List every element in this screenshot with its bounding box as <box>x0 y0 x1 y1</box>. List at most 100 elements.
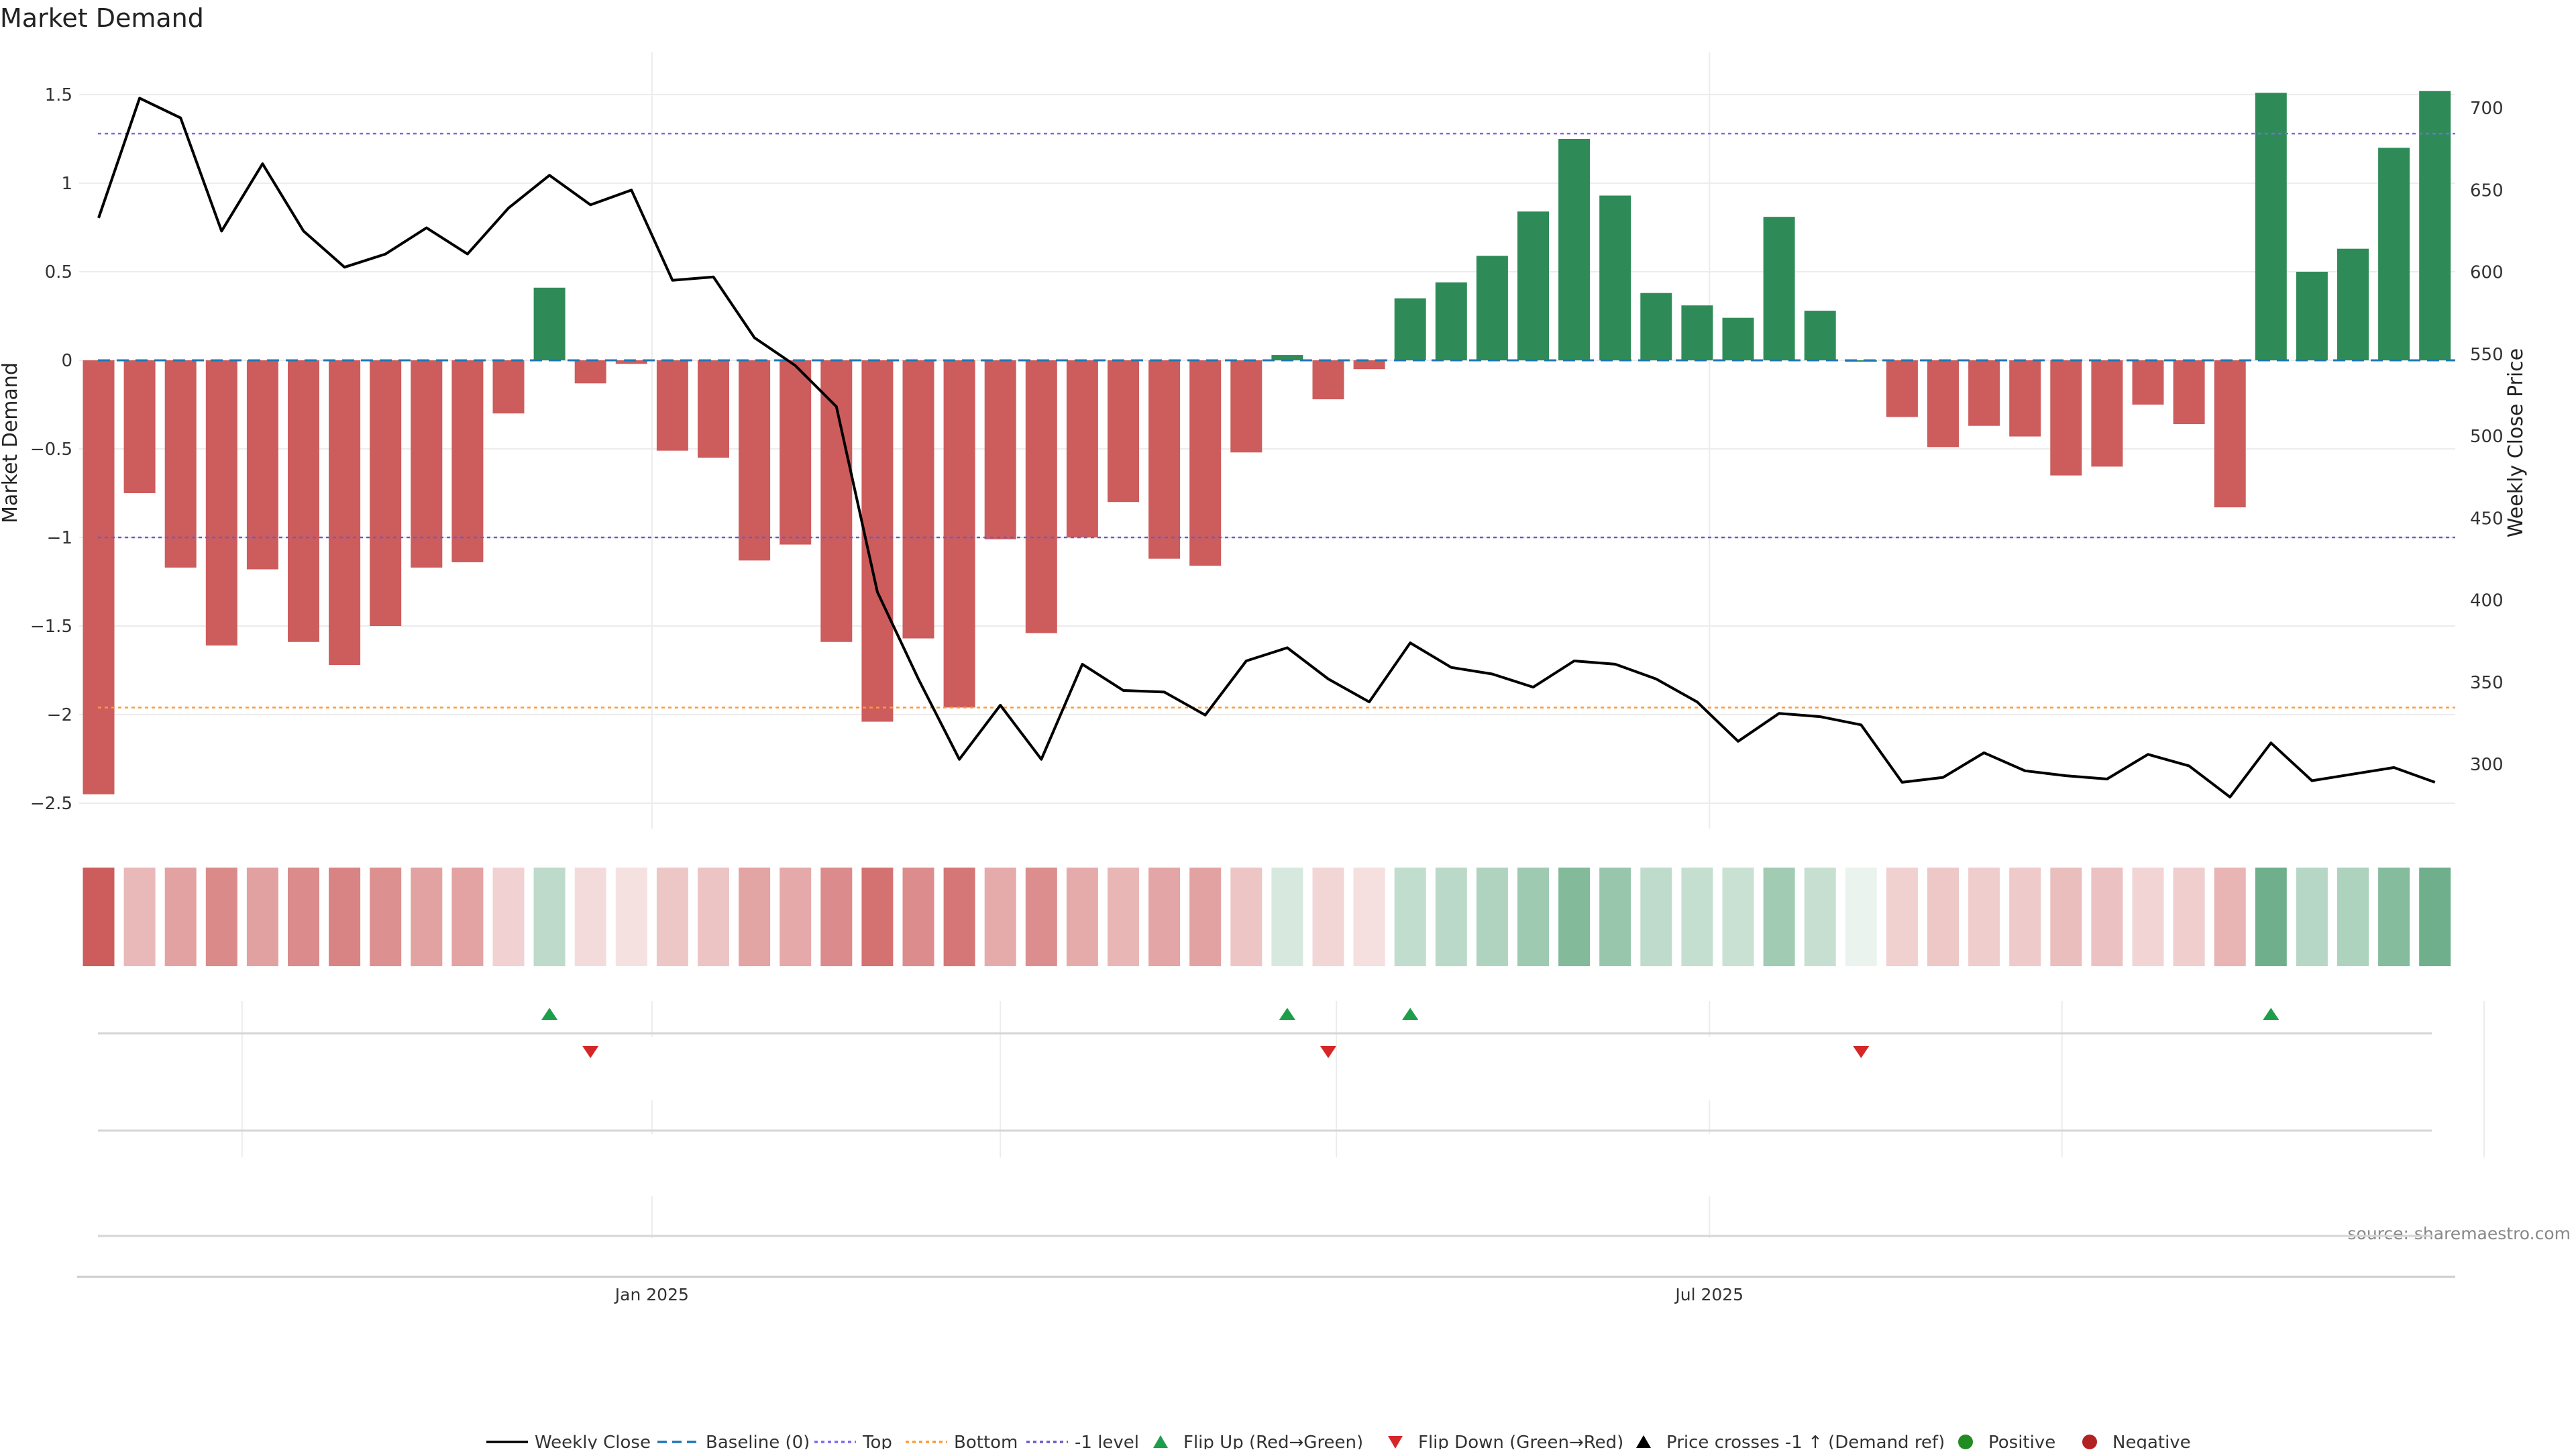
legend-label: Weekly Close <box>535 1433 651 1449</box>
flip-up-marker <box>1402 1008 1419 1020</box>
demand-bar <box>1968 360 2000 426</box>
demand-bar <box>984 360 1016 539</box>
legend-label: Negative <box>2112 1433 2191 1449</box>
legend-label: Price crosses -1 ↑ (Demand ref) <box>1666 1433 1945 1449</box>
legend-label: Baseline (0) <box>706 1433 810 1449</box>
heat-cell <box>1230 868 1263 966</box>
flip-down-marker <box>1853 1046 1870 1058</box>
heat-cell <box>2214 868 2246 966</box>
heat-cell <box>288 868 319 966</box>
y2-tick-label: 300 <box>2470 755 2504 775</box>
y2-axis-label: Weekly Close Price <box>2504 348 2528 537</box>
x-axis: Jan 2025 Jul 2025 <box>77 1276 2455 1304</box>
y-tick-label: −1 <box>47 528 72 548</box>
demand-bar <box>164 360 197 568</box>
demand-bar <box>1476 256 1508 360</box>
demand-bar <box>205 360 237 646</box>
demand-bar <box>1271 355 1303 360</box>
axes: 1.5 1 0.5 0 −0.5 −1 −1.5 −2 −2.5 700 650 600 550 500 4… <box>30 85 2504 814</box>
demand-bar <box>2009 360 2041 437</box>
demand-bar <box>1312 360 1344 400</box>
legend-swatch <box>1153 1435 1168 1448</box>
source-note: source: sharemaestro.com <box>2348 1224 2571 1243</box>
demand-bar <box>2091 360 2123 467</box>
heat-cell <box>83 868 115 966</box>
heat-cell <box>1558 868 1591 966</box>
y2-tick-label: 500 <box>2470 427 2504 447</box>
demand-bar <box>1722 317 1754 360</box>
y-tick-label: −0.5 <box>30 439 72 460</box>
legend-swatch <box>1388 1436 1403 1449</box>
y2-tick-label: 400 <box>2470 591 2504 611</box>
heat-cell <box>1066 868 1098 966</box>
demand-bar <box>698 360 729 458</box>
heat-cell <box>329 868 361 966</box>
y-tick-label: 0 <box>61 351 72 371</box>
demand-bar <box>329 360 361 666</box>
heat-cell <box>984 868 1016 966</box>
demand-bar <box>2296 272 2328 360</box>
heat-cell <box>1353 868 1385 966</box>
heat-cell <box>1681 868 1713 966</box>
y2-tick-label: 450 <box>2470 509 2504 529</box>
heat-cell <box>492 868 525 966</box>
demand-bar <box>780 360 812 545</box>
demand-bar <box>411 360 443 568</box>
heat-cell <box>1394 868 1426 966</box>
demand-bar <box>1927 360 1959 448</box>
heat-cell <box>1968 868 2000 966</box>
demand-bar <box>1517 211 1549 360</box>
demand-bar <box>902 360 934 639</box>
flip-down-marker <box>582 1046 599 1058</box>
demand-bar <box>2255 93 2287 361</box>
demand-bar <box>1066 360 1098 537</box>
heat-cell <box>533 868 566 966</box>
heat-cell <box>1927 868 1959 966</box>
demand-bar <box>739 360 771 561</box>
x-tick-label: Jul 2025 <box>1674 1285 1743 1304</box>
heat-cell <box>861 868 894 966</box>
heat-cell <box>1804 868 1836 966</box>
demand-bar <box>2050 360 2082 476</box>
demand-bar <box>615 360 647 364</box>
heat-cell <box>574 868 606 966</box>
heat-cell <box>902 868 934 966</box>
heat-cell <box>1108 868 1139 966</box>
weekly-close-line <box>97 97 2436 798</box>
demand-bar <box>2173 360 2205 425</box>
demand-bar <box>288 360 319 642</box>
heat-cell <box>164 868 197 966</box>
demand-bar <box>1763 217 1795 360</box>
heat-cell <box>1189 868 1222 966</box>
demand-bar <box>1353 360 1385 370</box>
legend-label: Top <box>862 1433 892 1449</box>
demand-bar <box>1189 360 1222 566</box>
heat-cell <box>780 868 812 966</box>
heat-cell <box>451 868 484 966</box>
demand-bar <box>1108 360 1139 503</box>
demand-bar <box>83 360 115 794</box>
heat-cell <box>370 868 402 966</box>
heat-cell <box>123 868 156 966</box>
legend-label: Bottom <box>954 1433 1018 1449</box>
demand-bar <box>451 360 484 562</box>
chart-title: Market Demand <box>0 3 204 33</box>
flip-down-marker <box>1320 1046 1336 1058</box>
heat-cell <box>943 868 975 966</box>
heat-cell <box>1886 868 1918 966</box>
demand-bar <box>1804 311 1836 360</box>
demand-bar <box>1148 360 1181 559</box>
y-tick-label: −2.5 <box>30 794 72 814</box>
y-tick-label: −2 <box>47 705 72 725</box>
legend-swatch <box>1636 1435 1651 1448</box>
legend-swatch <box>2082 1435 2097 1449</box>
demand-bar <box>1845 360 1877 362</box>
demand-bar <box>2214 360 2246 508</box>
legend-label: Positive <box>1988 1433 2055 1449</box>
demand-bar <box>1025 360 1057 633</box>
demand-bar <box>2132 360 2164 405</box>
heat-cell <box>739 868 771 966</box>
heat-cell <box>1312 868 1344 966</box>
demand-bar <box>2419 91 2451 360</box>
